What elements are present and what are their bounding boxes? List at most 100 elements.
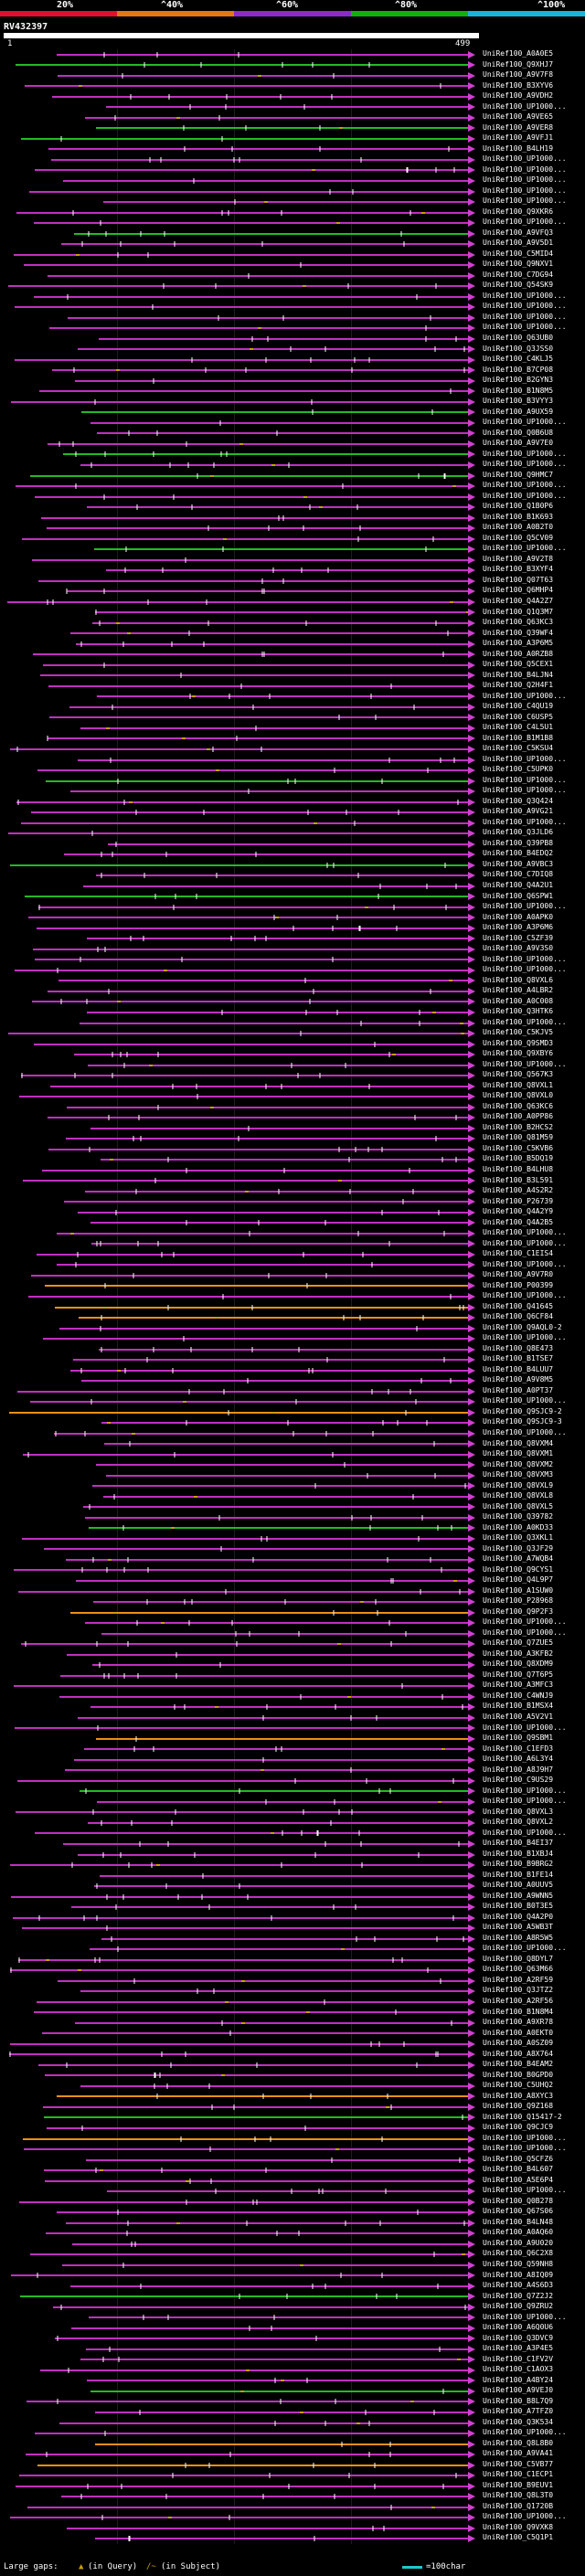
- hit-label[interactable]: UniRef100_C9US29: [483, 1776, 554, 1784]
- hit-label[interactable]: UniRef100_Q9XHJ7: [483, 60, 554, 69]
- hit-label[interactable]: UniRef100_A8X764: [483, 2050, 554, 2058]
- hit-label[interactable]: UniRef100_B4LUU7: [483, 1365, 554, 1373]
- hit-label[interactable]: UniRef100_A0KD33: [483, 1523, 554, 1532]
- hit-label[interactable]: UniRef100_UP1000...: [483, 165, 567, 174]
- hit-label[interactable]: UniRef100_Q6SPW1: [483, 892, 554, 900]
- hit-label[interactable]: UniRef100_A7TFZ0: [483, 2407, 554, 2415]
- hit-label[interactable]: UniRef100_UP1000...: [483, 2313, 567, 2321]
- hit-label[interactable]: UniRef100_B3XYV6: [483, 81, 554, 90]
- hit-label[interactable]: UniRef100_Q567K3: [483, 1070, 554, 1078]
- hit-label[interactable]: UniRef100_Q7ZUE5: [483, 1638, 554, 1647]
- hit-label[interactable]: UniRef100_UP1000...: [483, 1428, 567, 1436]
- hit-label[interactable]: UniRef100_Q39782: [483, 1512, 554, 1521]
- hit-label[interactable]: UniRef100_A9V7E0: [483, 439, 554, 447]
- hit-label[interactable]: UniRef100_UP1000...: [483, 323, 567, 331]
- hit-label[interactable]: UniRef100_A7WQB4: [483, 1554, 554, 1563]
- hit-label[interactable]: UniRef100_Q8VXL3: [483, 1807, 554, 1816]
- hit-label[interactable]: UniRef100_UP1000...: [483, 175, 567, 184]
- hit-label[interactable]: UniRef100_A0SZ09: [483, 2039, 554, 2047]
- hit-label[interactable]: UniRef100_P26739: [483, 1197, 554, 1205]
- hit-label[interactable]: UniRef100_Q8VXL9: [483, 1481, 554, 1489]
- hit-label[interactable]: UniRef100_Q4L9P7: [483, 1575, 554, 1584]
- hit-label[interactable]: UniRef100_A0C008: [483, 997, 554, 1005]
- hit-label[interactable]: UniRef100_B2HCS2: [483, 1123, 554, 1131]
- hit-label[interactable]: UniRef100_A3KFB2: [483, 1649, 554, 1658]
- hit-label[interactable]: UniRef100_Q5CFZ6: [483, 2155, 554, 2163]
- hit-label[interactable]: UniRef100_UP1000...: [483, 786, 567, 794]
- hit-label[interactable]: UniRef100_C5KVB6: [483, 1144, 554, 1152]
- hit-label[interactable]: UniRef100_C5UPK0: [483, 765, 554, 773]
- hit-label[interactable]: UniRef100_UP1000...: [483, 1617, 567, 1626]
- hit-label[interactable]: UniRef100_A1SUW0: [483, 1586, 554, 1595]
- hit-label[interactable]: UniRef100_UP1000...: [483, 692, 567, 700]
- hit-label[interactable]: UniRef100_B3L591: [483, 1176, 554, 1184]
- hit-label[interactable]: UniRef100_UP1000...: [483, 450, 567, 458]
- hit-label[interactable]: UniRef100_A3MFC3: [483, 1680, 554, 1689]
- hit-label[interactable]: UniRef100_A9VE65: [483, 112, 554, 121]
- hit-label[interactable]: UniRef100_B9EUV1: [483, 2481, 554, 2489]
- hit-label[interactable]: UniRef100_A8XYC3: [483, 2092, 554, 2100]
- hit-label[interactable]: UniRef100_UP1000...: [483, 1018, 567, 1026]
- hit-label[interactable]: UniRef100_Q9SBM1: [483, 1733, 554, 1742]
- hit-label[interactable]: UniRef100_UP1000...: [483, 102, 567, 111]
- hit-label[interactable]: UniRef100_UP1000...: [483, 1786, 567, 1795]
- hit-label[interactable]: UniRef100_Q9HMC7: [483, 471, 554, 479]
- hit-label[interactable]: UniRef100_Q63M66: [483, 1965, 554, 1973]
- hit-label[interactable]: UniRef100_Q6MHP4: [483, 586, 554, 594]
- hit-label[interactable]: UniRef100_Q9AQL0-2: [483, 1323, 562, 1331]
- hit-label[interactable]: UniRef100_UP1000...: [483, 302, 567, 310]
- hit-label[interactable]: UniRef100_A2RF59: [483, 1976, 554, 1984]
- hit-label[interactable]: UniRef100_UP1000...: [483, 1396, 567, 1405]
- hit-label[interactable]: UniRef100_UP1000...: [483, 1723, 567, 1732]
- hit-label[interactable]: UniRef100_Q8VXM2: [483, 1460, 554, 1468]
- hit-label[interactable]: UniRef100_Q67S06: [483, 2207, 554, 2215]
- hit-label[interactable]: UniRef100_Q5CEX1: [483, 660, 554, 668]
- hit-label[interactable]: UniRef100_B3XYF4: [483, 565, 554, 573]
- hit-label[interactable]: UniRef100_Q39WF4: [483, 629, 554, 637]
- hit-label[interactable]: UniRef100_A5E6P4: [483, 2176, 554, 2184]
- hit-label[interactable]: UniRef100_A0APK0: [483, 913, 554, 921]
- hit-label[interactable]: UniRef100_A9VFJ1: [483, 133, 554, 142]
- hit-label[interactable]: UniRef100_Q59NH8: [483, 2260, 554, 2268]
- hit-label[interactable]: UniRef100_Q0B278: [483, 2197, 554, 2205]
- hit-label[interactable]: UniRef100_Q9SMD3: [483, 1039, 554, 1047]
- hit-label[interactable]: UniRef100_A9WNN5: [483, 1892, 554, 1900]
- hit-label[interactable]: UniRef100_A3P6M5: [483, 639, 554, 647]
- hit-label[interactable]: UniRef100_A9U020: [483, 2239, 554, 2247]
- hit-label[interactable]: UniRef100_Q9ZRU2: [483, 2302, 554, 2310]
- hit-label[interactable]: UniRef100_C4QU19: [483, 702, 554, 710]
- hit-label[interactable]: UniRef100_C1FV2V: [483, 2355, 554, 2363]
- hit-label[interactable]: UniRef100_A9V2T8: [483, 555, 554, 563]
- hit-label[interactable]: UniRef100_C1EIS4: [483, 1249, 554, 1257]
- hit-label[interactable]: UniRef100_UP1000...: [483, 818, 567, 826]
- hit-label[interactable]: UniRef100_Q9P2F3: [483, 1607, 554, 1616]
- hit-label[interactable]: UniRef100_Q8VXM4: [483, 1439, 554, 1447]
- hit-label[interactable]: UniRef100_UP1000...: [483, 544, 567, 552]
- hit-label[interactable]: UniRef100_UP1000...: [483, 965, 567, 973]
- hit-label[interactable]: UniRef100_P00399: [483, 1281, 554, 1289]
- hit-label[interactable]: UniRef100_UP1000...: [483, 2186, 567, 2194]
- hit-label[interactable]: UniRef100_A9VEJ0: [483, 2386, 554, 2394]
- hit-label[interactable]: UniRef100_Q81M59: [483, 1133, 554, 1141]
- hit-label[interactable]: UniRef100_Q7T6P5: [483, 1670, 554, 1679]
- hit-label[interactable]: UniRef100_A9VER8: [483, 123, 554, 132]
- hit-label[interactable]: UniRef100_A6L3Y4: [483, 1754, 554, 1763]
- hit-label[interactable]: UniRef100_P28968: [483, 1596, 554, 1605]
- hit-label[interactable]: UniRef100_B1TSE7: [483, 1354, 554, 1362]
- hit-label[interactable]: UniRef100_C5Q1P1: [483, 2533, 554, 2541]
- hit-label[interactable]: UniRef100_A8J9H7: [483, 1765, 554, 1774]
- hit-label[interactable]: UniRef100_Q3K534: [483, 2418, 554, 2426]
- hit-label[interactable]: UniRef100_A5V2V1: [483, 1712, 554, 1721]
- hit-label[interactable]: UniRef100_B1MSX4: [483, 1701, 554, 1710]
- hit-label[interactable]: UniRef100_C1AOX3: [483, 2365, 554, 2373]
- hit-label[interactable]: UniRef100_A4S6D3: [483, 2281, 554, 2289]
- hit-label[interactable]: UniRef100_Q4A2P0: [483, 1913, 554, 1921]
- hit-label[interactable]: UniRef100_UP1000...: [483, 313, 567, 321]
- hit-label[interactable]: UniRef100_Q63KC6: [483, 1102, 554, 1110]
- hit-label[interactable]: UniRef100_A0B2T0: [483, 523, 554, 531]
- hit-label[interactable]: UniRef100_A6Q0U6: [483, 2323, 554, 2331]
- hit-label[interactable]: UniRef100_A4BY24: [483, 2376, 554, 2384]
- hit-label[interactable]: UniRef100_UP1000...: [483, 154, 567, 163]
- hit-label[interactable]: UniRef100_Q9Z168: [483, 2102, 554, 2110]
- hit-label[interactable]: UniRef100_UP1000...: [483, 1797, 567, 1805]
